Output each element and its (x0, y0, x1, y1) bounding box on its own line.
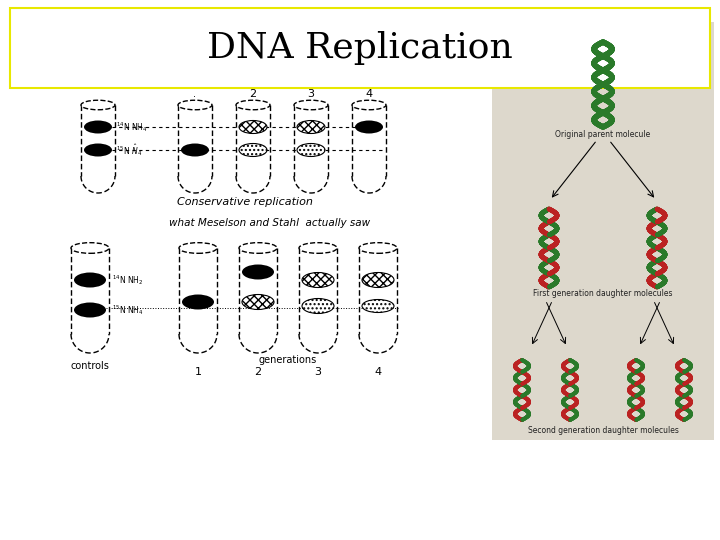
Ellipse shape (239, 144, 267, 157)
Ellipse shape (182, 294, 214, 309)
Ellipse shape (299, 242, 337, 253)
Ellipse shape (84, 120, 112, 133)
Ellipse shape (355, 120, 383, 133)
Ellipse shape (242, 265, 274, 280)
Ellipse shape (362, 273, 394, 287)
Ellipse shape (74, 302, 106, 318)
Text: 1: 1 (194, 367, 202, 377)
Ellipse shape (74, 273, 106, 287)
Ellipse shape (294, 100, 328, 110)
Ellipse shape (179, 242, 217, 253)
Ellipse shape (81, 100, 115, 110)
Ellipse shape (359, 242, 397, 253)
Text: Second generation daughter molecules: Second generation daughter molecules (528, 426, 678, 435)
Ellipse shape (362, 300, 394, 313)
Ellipse shape (302, 273, 334, 287)
Text: 2: 2 (249, 89, 256, 99)
Text: Original parent molecule: Original parent molecule (555, 130, 651, 139)
Ellipse shape (236, 100, 270, 110)
Text: 2: 2 (254, 367, 261, 377)
Text: $^{14}$N NH$_2$: $^{14}$N NH$_2$ (112, 273, 143, 287)
Text: what Meselson and Stahl  actually saw: what Meselson and Stahl actually saw (169, 218, 371, 228)
Ellipse shape (71, 242, 109, 253)
Text: 3: 3 (315, 367, 322, 377)
Ellipse shape (297, 144, 325, 157)
Ellipse shape (239, 120, 267, 133)
Ellipse shape (84, 144, 112, 157)
Ellipse shape (178, 100, 212, 110)
Text: 4: 4 (374, 367, 382, 377)
Text: 3: 3 (307, 89, 315, 99)
FancyBboxPatch shape (492, 22, 714, 440)
Ellipse shape (242, 294, 274, 309)
Text: Conservative replication: Conservative replication (177, 197, 313, 207)
Text: DNA Replication: DNA Replication (207, 31, 513, 65)
Ellipse shape (302, 299, 334, 314)
Ellipse shape (297, 120, 325, 133)
Ellipse shape (239, 242, 277, 253)
Text: First generation daughter molecules: First generation daughter molecules (534, 289, 672, 298)
Text: generations: generations (259, 355, 317, 365)
Text: 4: 4 (366, 89, 372, 99)
Ellipse shape (181, 144, 209, 157)
Text: $^{15}$N $\hat{N}_4$: $^{15}$N $\hat{N}_4$ (116, 142, 142, 158)
FancyBboxPatch shape (10, 8, 710, 88)
Ellipse shape (352, 100, 386, 110)
Text: $^{15}$N NH$_4$: $^{15}$N NH$_4$ (112, 303, 143, 317)
Text: controls: controls (71, 361, 109, 371)
Text: .: . (194, 89, 197, 99)
Text: $^{14}$N NH$_4$: $^{14}$N NH$_4$ (116, 120, 148, 134)
